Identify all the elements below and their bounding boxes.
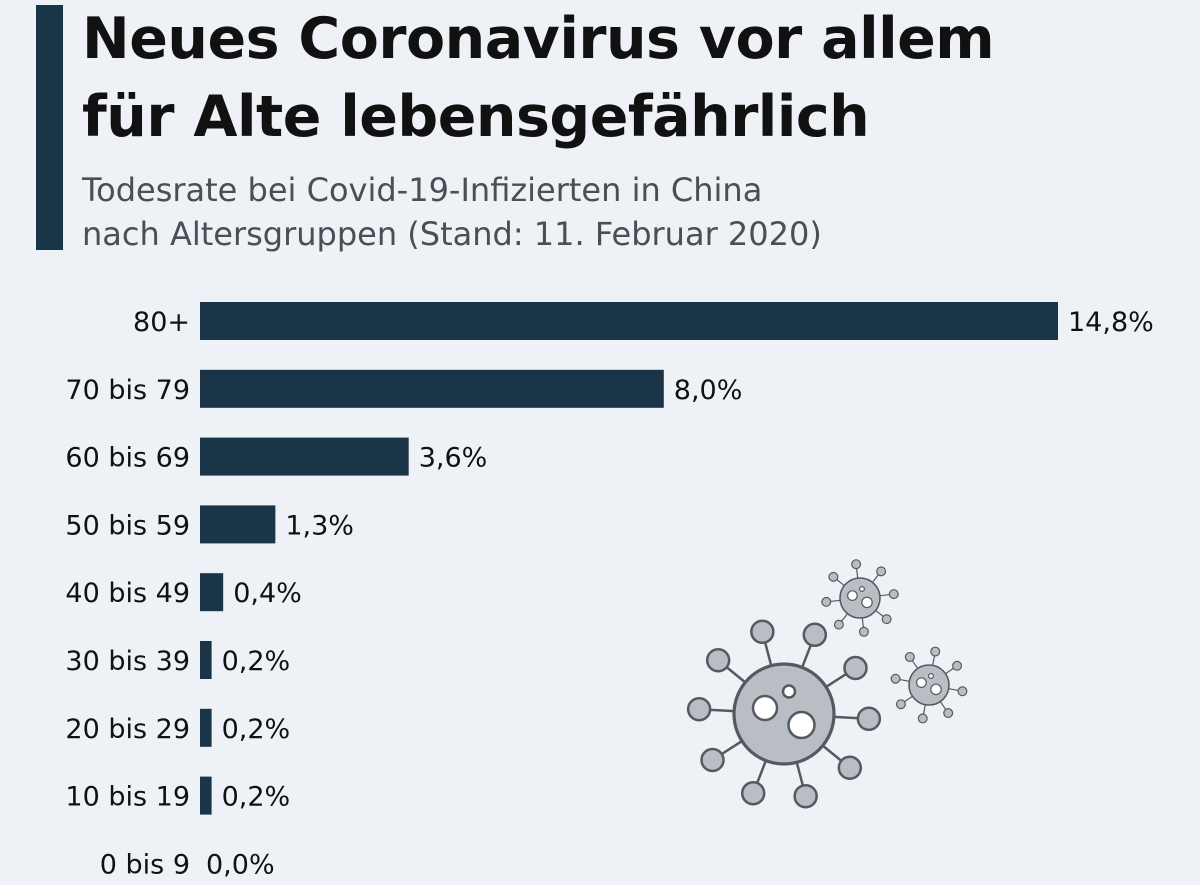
bar [200, 302, 1058, 340]
value-label: 8,0% [674, 375, 743, 406]
accent-bar [36, 5, 63, 250]
title-line-1: Neues Coronavirus vor allem [82, 6, 995, 72]
value-label: 0,4% [233, 578, 302, 609]
category-label: 60 bis 69 [65, 443, 190, 474]
category-label: 80+ [133, 307, 190, 338]
category-label: 40 bis 49 [65, 578, 190, 609]
value-label: 0,2% [222, 782, 291, 813]
category-label: 70 bis 79 [65, 375, 190, 406]
bar [200, 641, 212, 679]
bars-layer: 80+ 14,8% 70 bis 79 8,0% 60 bis 69 3,6% 50 bis… [65, 302, 1154, 880]
value-label: 1,3% [285, 510, 354, 541]
bar [200, 776, 212, 815]
virus-icon-small-top [821, 559, 899, 637]
virus-icon-small-right [890, 646, 968, 724]
title-line-2: für Alte lebensgefährlich [82, 84, 870, 150]
category-label: 10 bis 19 [65, 782, 190, 813]
virus-icon-large [686, 619, 882, 809]
virus-icon-group [686, 559, 968, 809]
bar [200, 505, 276, 544]
category-label: 0 bis 9 [100, 849, 190, 880]
subtitle-line-2: nach Altersgruppen (Stand: 11. Februar 2… [82, 215, 822, 253]
category-label: 50 bis 59 [65, 510, 190, 541]
category-label: 20 bis 29 [65, 714, 190, 745]
bar [200, 369, 664, 408]
bar [200, 708, 212, 747]
value-label: 0,2% [222, 646, 291, 677]
value-label: 0,0% [206, 849, 275, 880]
bar [200, 437, 409, 476]
subtitle-line-1: Todesrate bei Covid-19-Infizierten in Ch… [82, 171, 763, 209]
chart-subtitle: Todesrate bei Covid-19-Infizierten in Ch… [82, 168, 1082, 256]
category-label: 30 bis 39 [65, 646, 190, 677]
value-label: 14,8% [1068, 307, 1154, 338]
value-label: 3,6% [419, 443, 488, 474]
bar [200, 573, 224, 612]
value-label: 0,2% [222, 714, 291, 745]
chart-title: Neues Coronavirus vor allem für Alte leb… [82, 0, 1182, 156]
